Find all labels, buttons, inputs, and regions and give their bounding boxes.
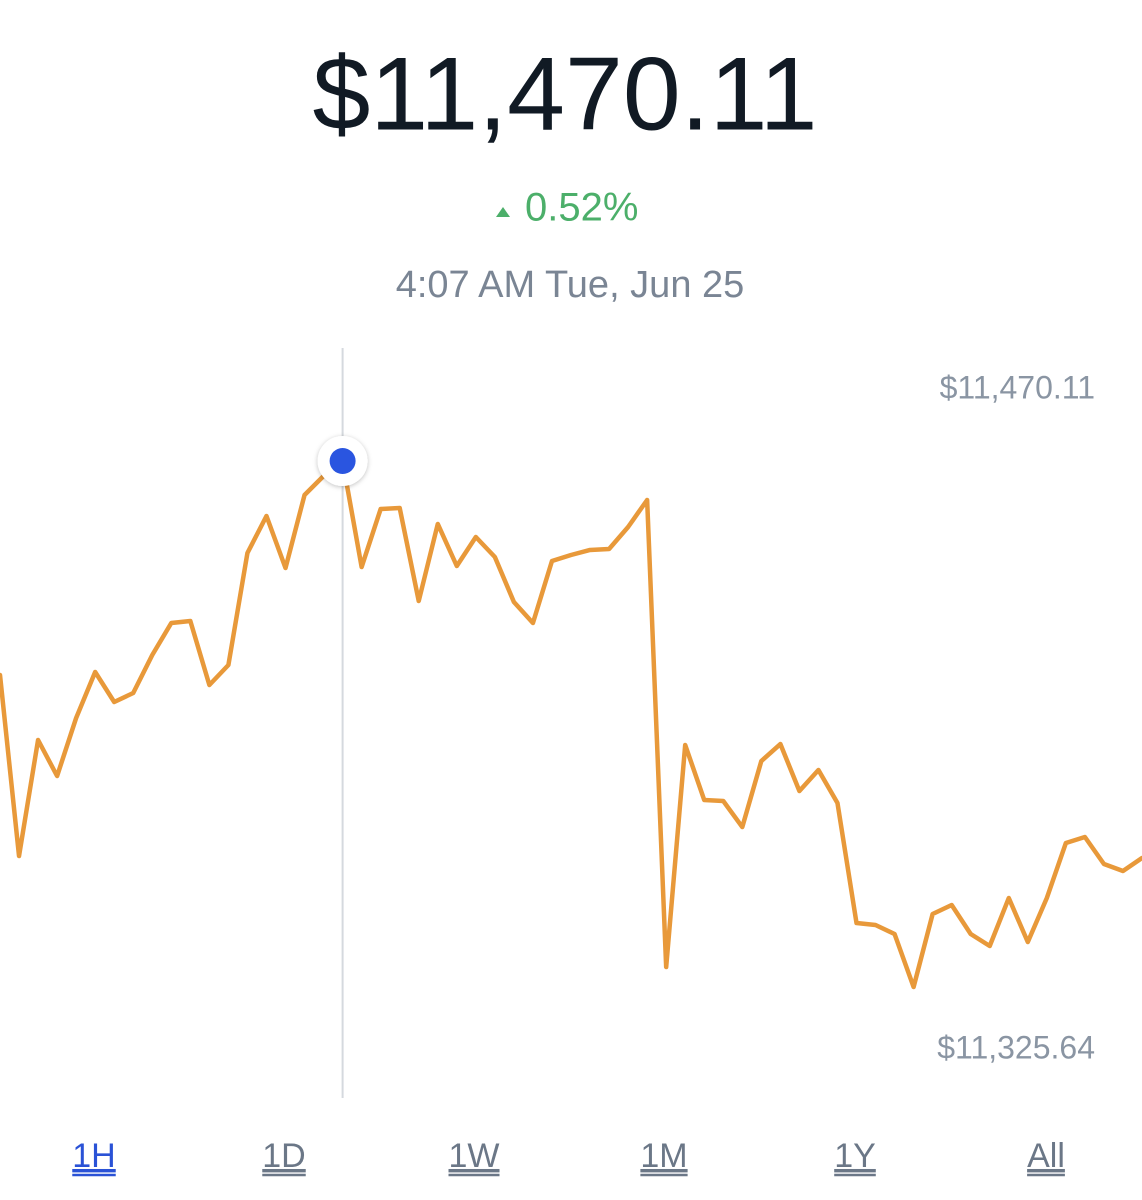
range-tab[interactable]: 1D (262, 1137, 305, 1175)
y-range-label: $11,325.64 (937, 1029, 1095, 1065)
cursor-dot (329, 448, 356, 474)
range-tab[interactable]: All (1027, 1137, 1065, 1175)
range-tab[interactable]: 1W (449, 1137, 500, 1175)
price-line (0, 458, 1142, 990)
range-tab[interactable]: 1Y (834, 1137, 876, 1175)
price-change: 0.52% (525, 186, 638, 230)
range-tab[interactable]: 1H (72, 1137, 115, 1175)
chart: $11,470.11 $11,325.64 (0, 348, 1142, 1098)
timestamp: 4:07 AM Tue, Jun 25 (396, 264, 745, 306)
range-tab[interactable]: 1M (640, 1137, 687, 1175)
y-range-label: $11,470.11 (940, 369, 1095, 405)
current-price: $11,470.11 (312, 36, 817, 152)
range-tabs: 1H 1D 1W 1M 1Y All (72, 1137, 1065, 1177)
up-arrow (496, 207, 510, 217)
